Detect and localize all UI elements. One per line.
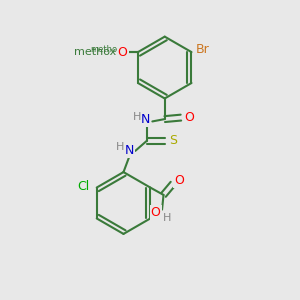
Text: O: O	[184, 111, 194, 124]
Text: Cl: Cl	[77, 180, 90, 193]
Text: H: H	[133, 112, 142, 122]
Text: O: O	[151, 206, 160, 219]
Text: Br: Br	[196, 43, 210, 56]
Text: O: O	[175, 174, 184, 187]
Text: O: O	[112, 46, 122, 59]
Text: O: O	[118, 46, 128, 59]
Text: N: N	[125, 144, 134, 158]
Text: S: S	[169, 134, 177, 147]
Text: H: H	[116, 142, 125, 152]
Text: methoxy: methoxy	[90, 45, 127, 54]
Text: H: H	[163, 213, 172, 223]
Text: N: N	[141, 113, 150, 127]
Text: methoxy: methoxy	[74, 47, 123, 57]
